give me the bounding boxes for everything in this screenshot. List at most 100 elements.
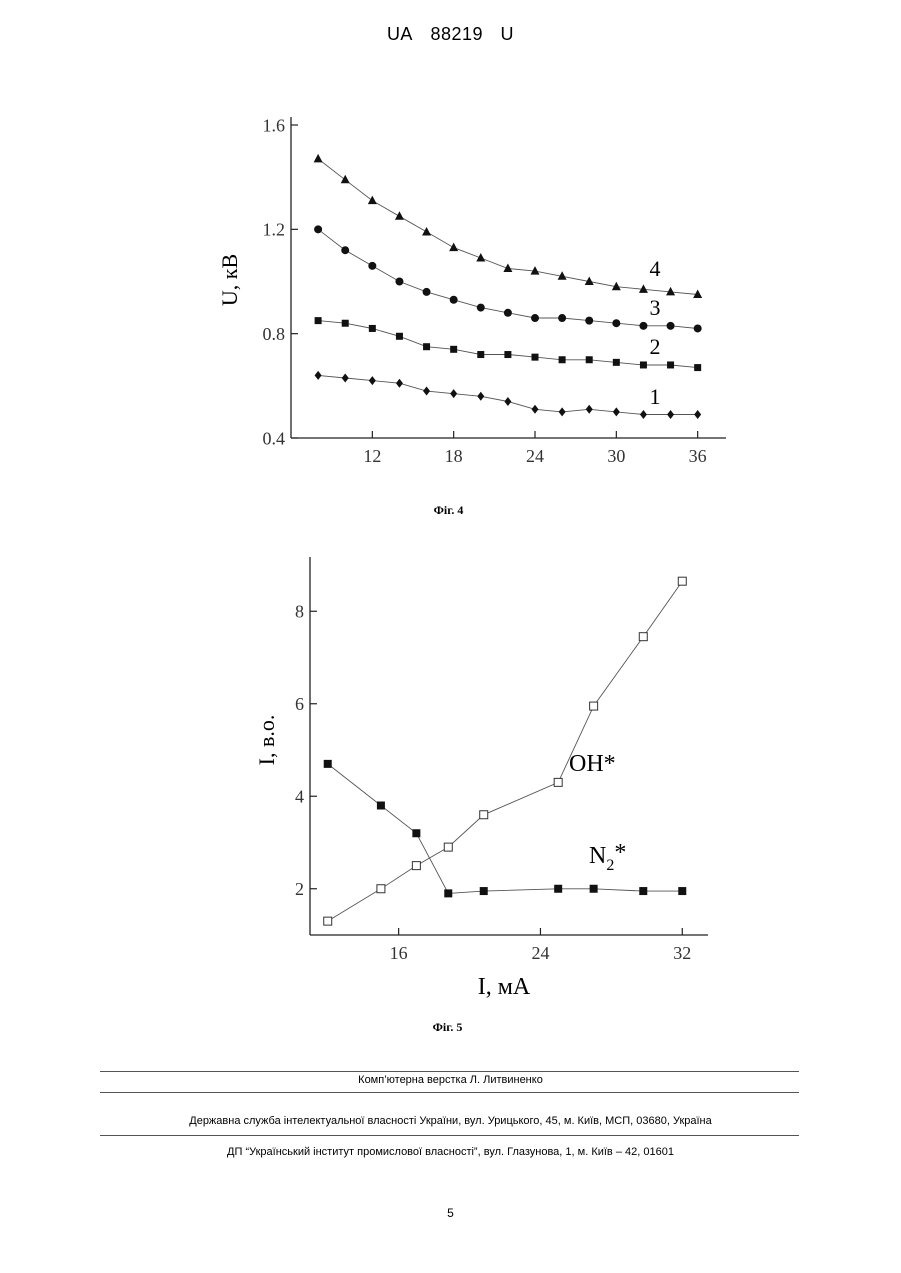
y-tick-label: 1.6 xyxy=(263,115,286,135)
data-point-3 xyxy=(450,296,458,304)
data-point-n2 xyxy=(444,889,452,897)
data-point-1 xyxy=(559,407,566,416)
data-point-n2 xyxy=(554,885,562,893)
y-tick-label: 1.2 xyxy=(263,220,286,240)
data-point-3 xyxy=(585,317,593,325)
fig5-chart: 2468162432 I, в.о. I, мА OH* N2* xyxy=(0,550,901,1010)
header-number: 88219 xyxy=(430,24,483,44)
data-point-4 xyxy=(395,211,404,220)
ylabel-intensity: I, в.о. xyxy=(254,715,279,766)
fig5-caption: Фіг. 5 xyxy=(0,1020,898,1035)
y-tick-label: 0.4 xyxy=(263,428,286,448)
data-point-1 xyxy=(667,410,674,419)
footer-agency: Державна служба інтелектуальної власност… xyxy=(0,1115,901,1127)
data-point-3 xyxy=(314,225,322,233)
fig4-chart: 0.4 0.8 1.2 1.6 12 18 24 30 36 U, кВ 4 3 2 1 xyxy=(0,100,901,490)
data-point-2 xyxy=(396,333,403,340)
data-point-4 xyxy=(449,243,458,252)
data-point-2 xyxy=(667,361,674,368)
curve-label-3: 3 xyxy=(650,295,661,320)
data-point-2 xyxy=(586,356,593,363)
y-tick-label: 8 xyxy=(295,602,304,622)
xlabel-current: I, мА xyxy=(478,974,531,1000)
data-point-1 xyxy=(586,405,593,414)
n2-sub: 2 xyxy=(606,857,614,874)
x-tick-label: 18 xyxy=(445,446,463,466)
x-tick-label: 24 xyxy=(531,943,549,963)
data-point-1 xyxy=(477,392,484,401)
data-point-3 xyxy=(341,246,349,254)
data-point-2 xyxy=(613,359,620,366)
curve-label-4: 4 xyxy=(650,256,661,281)
data-point-2 xyxy=(477,351,484,358)
document-header: UA 88219 U xyxy=(0,24,901,45)
data-point-3 xyxy=(531,314,539,322)
data-point-1 xyxy=(396,379,403,388)
data-point-2 xyxy=(315,317,322,324)
data-point-2 xyxy=(640,361,647,368)
footer-layout: Комп’ютерна верстка Л. Литвиненко xyxy=(0,1074,901,1086)
data-point-1 xyxy=(450,389,457,398)
data-point-1 xyxy=(640,410,647,419)
ylabel-u: U, кВ xyxy=(217,254,242,306)
data-point-3 xyxy=(504,309,512,317)
footer-rule-1 xyxy=(100,1071,799,1072)
data-point-n2 xyxy=(412,829,420,837)
data-point-3 xyxy=(612,319,620,327)
x-tick-label: 30 xyxy=(607,446,625,466)
data-point-4 xyxy=(422,227,431,236)
data-point-3 xyxy=(395,278,403,286)
data-point-oh xyxy=(412,862,420,870)
data-point-1 xyxy=(613,407,620,416)
data-point-1 xyxy=(315,371,322,380)
data-point-n2 xyxy=(678,887,686,895)
data-point-3 xyxy=(423,288,431,296)
data-point-3 xyxy=(558,314,566,322)
data-point-4 xyxy=(531,266,540,275)
data-point-1 xyxy=(532,405,539,414)
footer-rule-2 xyxy=(100,1092,799,1093)
data-point-oh xyxy=(590,702,598,710)
data-point-n2 xyxy=(324,760,332,768)
x-tick-label: 36 xyxy=(689,446,707,466)
x-tick-label: 16 xyxy=(390,943,408,963)
series-label-oh: OH* xyxy=(569,751,616,777)
data-point-3 xyxy=(368,262,376,270)
x-tick-label: 12 xyxy=(363,446,381,466)
data-point-oh xyxy=(678,577,686,585)
data-point-1 xyxy=(423,387,430,396)
series-label-n2: N2* xyxy=(589,840,626,874)
data-point-2 xyxy=(559,356,566,363)
x-tick-label: 24 xyxy=(526,446,544,466)
y-tick-label: 6 xyxy=(295,694,304,714)
data-point-2 xyxy=(369,325,376,332)
data-point-2 xyxy=(423,343,430,350)
data-point-2 xyxy=(532,354,539,361)
n2-base: N xyxy=(589,843,606,869)
data-point-1 xyxy=(504,397,511,406)
data-point-n2 xyxy=(377,802,385,810)
series-line-oh xyxy=(328,581,683,921)
data-point-4 xyxy=(341,175,350,184)
data-point-3 xyxy=(477,304,485,312)
y-tick-label: 2 xyxy=(295,879,304,899)
curve-label-2: 2 xyxy=(650,334,661,359)
n2-star: * xyxy=(614,840,626,866)
data-point-2 xyxy=(450,346,457,353)
data-point-1 xyxy=(694,410,701,419)
data-point-1 xyxy=(369,376,376,385)
data-point-4 xyxy=(368,196,377,205)
curve-label-1: 1 xyxy=(650,384,661,409)
page-number: 5 xyxy=(0,1206,901,1220)
footer-institute: ДП “Український інститут промислової вла… xyxy=(0,1146,901,1158)
data-point-2 xyxy=(342,320,349,327)
y-tick-label: 0.8 xyxy=(263,324,286,344)
data-point-4 xyxy=(476,253,485,262)
data-point-n2 xyxy=(480,887,488,895)
data-point-oh xyxy=(480,811,488,819)
data-point-3 xyxy=(639,322,647,330)
data-point-4 xyxy=(314,154,323,163)
data-point-2 xyxy=(504,351,511,358)
x-tick-label: 32 xyxy=(673,943,691,963)
data-point-oh xyxy=(324,917,332,925)
